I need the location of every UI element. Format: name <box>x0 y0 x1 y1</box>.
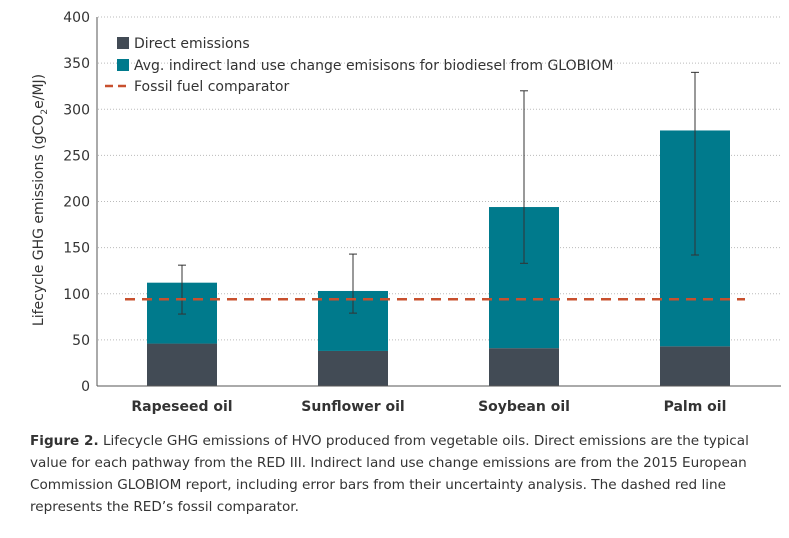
bar-direct <box>660 346 730 386</box>
bar-direct <box>489 348 559 386</box>
bar-chart: 0 50 100 150 200 250 300 350 400 Rapeseed oil Sun… <box>31 10 781 415</box>
legend-label-direct: Direct emissions <box>134 36 250 52</box>
y-tick-label: 0 <box>81 379 90 395</box>
legend-swatch-iluc <box>117 59 129 71</box>
caption-text: Lifecycle GHG emissions of HVO produced … <box>30 433 749 515</box>
y-tick-label: 150 <box>63 241 90 257</box>
x-tick-label: Palm oil <box>664 399 727 415</box>
x-tick-label: Soybean oil <box>478 399 570 415</box>
y-tick-label: 250 <box>63 148 90 164</box>
caption-label: Figure 2. <box>30 433 99 449</box>
y-tick-label: 400 <box>63 10 90 26</box>
legend-label-iluc: Avg. indirect land use change emisisons … <box>134 58 613 74</box>
y-tick-label: 50 <box>72 333 90 349</box>
y-tick-label: 100 <box>63 287 90 303</box>
bar-direct <box>147 343 217 386</box>
x-tick-label: Rapeseed oil <box>131 399 232 415</box>
y-tick-label: 200 <box>63 195 90 211</box>
figure-caption: Figure 2. Lifecycle GHG emissions of HVO… <box>30 430 782 518</box>
bar-direct <box>318 350 388 386</box>
x-tick-label: Sunflower oil <box>301 399 404 415</box>
y-axis-label: Lifecycle GHG emissions (gCO2e/MJ) <box>31 74 50 326</box>
legend-label-fossil: Fossil fuel comparator <box>134 79 289 95</box>
legend-swatch-direct <box>117 37 129 49</box>
legend: Direct emissions Avg. indirect land use … <box>105 36 613 95</box>
y-tick-label: 350 <box>63 56 90 72</box>
y-tick-label: 300 <box>63 102 90 118</box>
